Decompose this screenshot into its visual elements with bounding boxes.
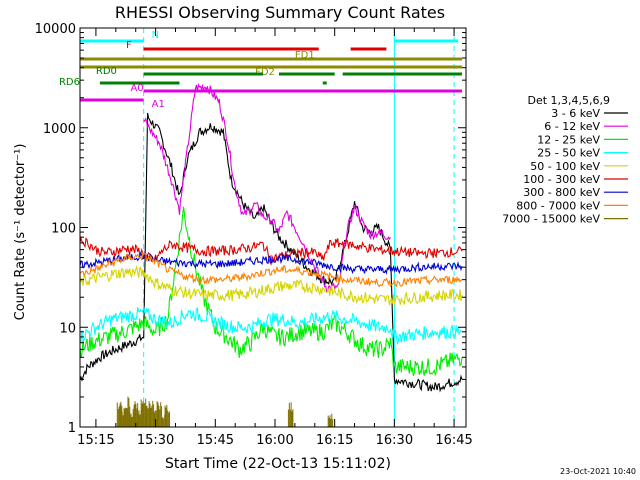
y-tick-label-4: 10000 — [35, 22, 76, 37]
legend-label-0: 3 - 6 keV — [551, 107, 600, 120]
flag-bar-n: N — [80, 30, 459, 43]
plot-timestamp: 23-Oct-2021 10:40 — [560, 467, 636, 476]
flag-label-rd0: RD0 — [96, 66, 117, 77]
series-2 — [80, 206, 463, 377]
x-tick-label-3: 16:00 — [256, 433, 293, 448]
flag-label-fd2: FD2 — [255, 67, 275, 78]
flag-label-a1: A1 — [152, 99, 165, 110]
series-line-2 — [80, 206, 463, 377]
x-tick-label-4: 16:15 — [316, 433, 353, 448]
flag-bar-f: F — [126, 40, 387, 51]
flag-label-a0: A0 — [130, 83, 143, 94]
x-axis-label: Start Time (22-Oct-13 15:11:02) — [165, 456, 391, 472]
legend-label-2: 12 - 25 keV — [537, 133, 600, 146]
series-6 — [80, 251, 463, 275]
flag-bar-a0: A0 — [130, 83, 463, 94]
x-tick-label-1: 15:30 — [137, 433, 174, 448]
flag-bar-fd1: FD1 — [80, 50, 463, 61]
y-tick-label-2: 100 — [51, 222, 76, 237]
y-tick-label-1: 10 — [59, 321, 76, 336]
series-3 — [80, 306, 463, 345]
series-line-3 — [80, 306, 463, 345]
x-tick-label-6: 16:45 — [435, 433, 472, 448]
series-7 — [80, 250, 463, 288]
legend-label-7: 800 - 7000 keV — [516, 199, 600, 212]
series-line-6 — [80, 251, 463, 275]
x-tick-label-5: 16:30 — [376, 433, 413, 448]
flag-bar-a1: A1 — [80, 98, 165, 110]
y-tick-label-0: 1 — [68, 421, 76, 436]
legend-label-1: 6 - 12 keV — [544, 120, 600, 133]
flag-bar-rd0: RD0 — [96, 66, 463, 77]
legend-title: Det 1,3,4,5,6,9 — [527, 94, 610, 107]
y-axis-label: Count Rate (s⁻¹ detector⁻¹) — [13, 144, 28, 321]
x-tick-label-2: 15:45 — [197, 433, 234, 448]
chart-title: RHESSI Observing Summary Count Rates — [115, 3, 445, 22]
series-line-7 — [80, 250, 463, 288]
legend-label-6: 300 - 800 keV — [523, 186, 600, 199]
series-line-1 — [143, 82, 391, 293]
flag-label-fd1: FD1 — [295, 50, 315, 61]
series-0 — [80, 112, 463, 393]
series-8 — [116, 396, 334, 427]
flag-label-rd6: RD6 — [59, 77, 80, 88]
flag-bar-rd6: RD6 — [59, 77, 327, 88]
legend-label-5: 100 - 300 keV — [523, 173, 600, 186]
x-tick-label-0: 15:15 — [77, 433, 114, 448]
legend-label-8: 7000 - 15000 keV — [502, 213, 600, 226]
series-4 — [80, 264, 463, 306]
legend-label-3: 25 - 50 keV — [537, 147, 600, 160]
legend-label-4: 50 - 100 keV — [530, 160, 600, 173]
flag-bar-fd2: FD2 — [80, 65, 463, 78]
series-line-0 — [80, 112, 463, 393]
flag-label-f: F — [126, 40, 132, 51]
series-line-4 — [80, 264, 463, 306]
y-tick-label-3: 1000 — [43, 122, 76, 137]
series-1 — [143, 82, 391, 293]
